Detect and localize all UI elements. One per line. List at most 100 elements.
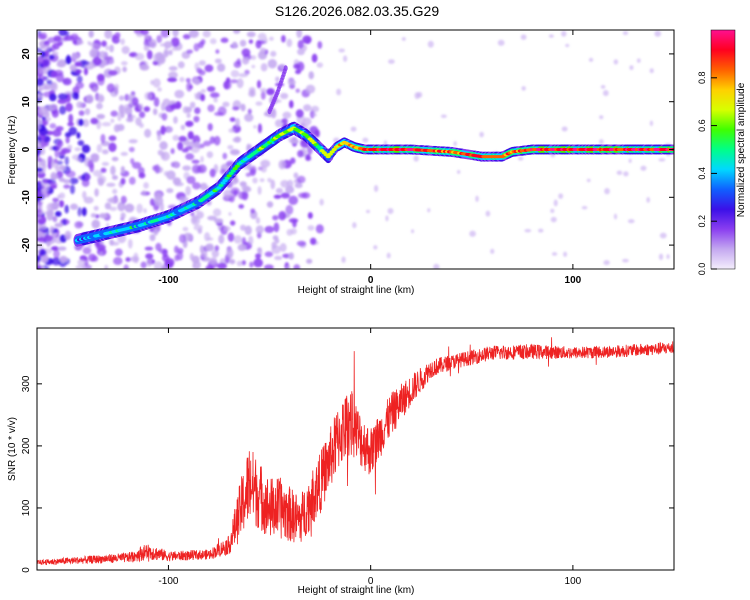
noise-blob (37, 47, 43, 53)
noise-blob (311, 53, 318, 63)
noise-blob (563, 251, 568, 257)
noise-blob (78, 110, 85, 116)
noise-blob (37, 33, 46, 40)
noise-blob (140, 261, 147, 269)
ridge-core (230, 169, 236, 173)
noise-blob (295, 109, 304, 118)
noise-blob (207, 104, 215, 112)
noise-blob (112, 188, 118, 195)
noise-blob (73, 53, 80, 60)
noise-blob (223, 225, 231, 232)
noise-blob (232, 41, 238, 48)
noise-blob (153, 261, 163, 269)
noise-blob (343, 55, 348, 63)
noise-blob (260, 63, 268, 72)
noise-blob (83, 67, 89, 76)
noise-blob (128, 139, 138, 144)
noise-blob (37, 93, 41, 99)
noise-blob (244, 113, 254, 122)
noise-blob (96, 93, 105, 103)
noise-blob (76, 75, 83, 84)
noise-blob (565, 43, 570, 48)
noise-blob (91, 219, 101, 229)
noise-blob (338, 48, 346, 53)
noise-blob (143, 182, 149, 189)
noise-blob (308, 71, 315, 80)
noise-blob (110, 118, 115, 124)
noise-blob (182, 165, 191, 171)
snr-ytick-label: 0 (21, 567, 32, 573)
noise-blob (249, 261, 254, 268)
noise-blob (228, 212, 232, 216)
snr-ylabel: SNR (10 * v/v) (7, 417, 18, 481)
noise-blob (42, 44, 51, 52)
noise-blob (94, 188, 99, 197)
noise-blob (178, 233, 186, 244)
noise-blob (51, 246, 59, 251)
noise-blob (154, 195, 164, 206)
noise-blob (177, 61, 185, 69)
snr-frame (36, 327, 675, 571)
noise-blob (241, 57, 250, 65)
noise-blob (194, 92, 200, 98)
noise-blob (152, 52, 163, 63)
noise-blob (479, 131, 484, 138)
noise-blob (275, 76, 280, 83)
noise-blob (184, 145, 193, 151)
noise-blob (163, 41, 173, 49)
ridge-core (216, 186, 222, 190)
noise-blob (550, 208, 555, 213)
noise-blob (255, 217, 261, 224)
noise-blob (178, 135, 187, 142)
noise-blob (288, 100, 294, 109)
noise-blob (209, 136, 216, 144)
noise-blob (82, 119, 90, 127)
noise-blob (229, 149, 240, 156)
snr-ytick-label: 200 (21, 437, 32, 454)
noise-blob (167, 127, 173, 133)
spectrogram-noise (37, 30, 672, 269)
noise-blob (164, 257, 175, 267)
noise-blob (143, 34, 150, 39)
noise-blob (247, 108, 252, 115)
noise-blob (194, 141, 200, 148)
noise-blob (259, 178, 265, 183)
noise-blob (629, 65, 634, 71)
noise-blob (109, 206, 117, 212)
noise-blob (316, 62, 324, 68)
noise-blob (37, 243, 44, 248)
noise-blob (50, 174, 59, 180)
noise-blob (666, 254, 670, 260)
noise-blob (225, 77, 231, 84)
noise-blob (59, 255, 68, 263)
noise-blob (68, 126, 78, 136)
noise-blob (52, 51, 59, 56)
noise-blob (156, 131, 162, 142)
noise-blob (161, 112, 168, 121)
ridge-core (218, 183, 224, 187)
noise-blob (185, 153, 195, 161)
noise-blob (121, 46, 130, 55)
noise-blob (163, 171, 169, 177)
noise-blob (173, 116, 178, 124)
noise-blob (280, 192, 290, 199)
noise-blob (148, 38, 157, 49)
noise-blob (88, 30, 94, 38)
noise-blob (362, 137, 369, 143)
noise-blob (43, 234, 54, 242)
noise-blob (182, 33, 191, 40)
noise-blob (37, 190, 42, 199)
spectrogram-ytick-label: 10 (21, 96, 32, 108)
noise-blob (654, 30, 662, 37)
noise-blob (267, 177, 272, 183)
noise-blob (111, 156, 119, 162)
noise-blob (59, 150, 66, 156)
noise-blob (627, 219, 635, 224)
noise-blob (75, 81, 85, 89)
noise-blob (636, 58, 641, 63)
noise-blob (63, 184, 71, 189)
noise-blob (125, 117, 134, 123)
noise-blob (100, 167, 107, 173)
noise-blob (206, 237, 214, 241)
